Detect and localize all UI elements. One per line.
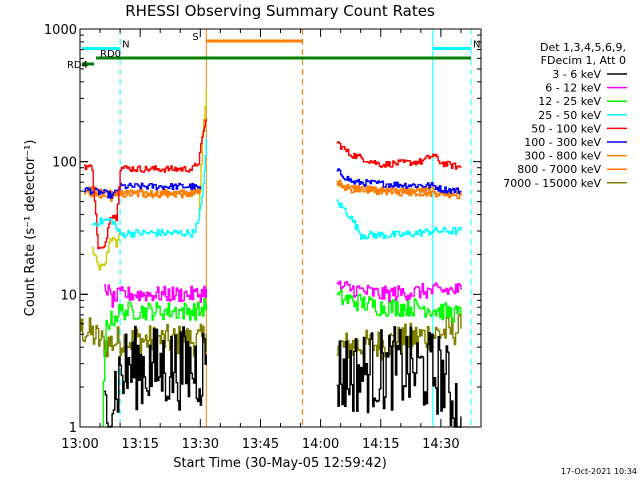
series-2-segment-0 [102,298,207,427]
legend-label-1: 6 - 12 keV [545,82,601,95]
legend: Det 1,3,4,5,6,9, FDecim 1, Att 0 3 - 6 k… [503,41,627,190]
legend-label-8: 7000 - 15000 keV [503,177,601,190]
flag-label-3: RD0 [100,49,121,60]
y-tick-label-3: 1000 [44,23,77,38]
series-0-segment-1 [336,326,462,428]
series-5-segment-0 [84,182,201,199]
series-2-segment-1 [336,289,462,323]
x-axis-label: Start Time (30-May-05 12:59:42) [173,456,387,471]
legend-label-3: 25 - 50 keV [538,109,601,122]
flag-label-2: N [473,40,480,51]
series-3-segment-1 [336,199,462,240]
series-1-segment-1 [336,280,462,303]
chart-title: RHESSI Observing Summary Count Rates [125,2,435,20]
y-tick-label-0: 1 [69,421,77,436]
legend-label-7: 800 - 7000 keV [517,163,601,176]
series-3-segment-0 [92,138,207,239]
flag-label-4: RD4 [67,60,88,71]
legend-header-line-1: Det 1,3,4,5,6,9, [540,41,626,54]
series-4-segment-0 [84,118,207,250]
series-6-segment-0 [84,188,201,202]
x-axis: 13:00 13:15 13:30 13:45 14:00 14:15 14:30 [61,29,482,452]
series-yellow-segment-0 [92,231,121,271]
legend-header-line-2: FDecim 1, Att 0 [541,54,626,67]
legend-label-6: 300 - 800 keV [524,150,601,163]
series-0-segment-0 [104,325,207,428]
legend-label-5: 100 - 300 keV [524,136,601,149]
y-axis: 1 10 100 1000 [44,23,481,436]
flag-label-1: S [192,32,198,43]
series-5-segment-1 [336,168,462,195]
legend-label-2: 12 - 25 keV [538,95,601,108]
series-1-segment-0 [104,284,207,308]
legend-label-4: 50 - 100 keV [531,122,601,135]
series-8-segment-1 [336,313,462,361]
x-tick-label-6: 14:30 [422,437,459,452]
y-tick-label-2: 100 [52,156,77,171]
x-tick-label-5: 14:15 [362,437,399,452]
flag-label-0: N [122,40,129,51]
legend-label-0: 3 - 6 keV [552,68,601,81]
x-tick-label-0: 13:00 [61,437,98,452]
series-6-segment-1 [336,179,462,197]
footer-date: 17-Oct-2021 10:34 [561,467,637,476]
x-tick-label-3: 13:45 [242,437,279,452]
y-axis-label: Count Rate (s⁻¹ detector⁻¹) [23,140,38,317]
y-tick-label-1: 10 [60,288,77,303]
x-tick-label-2: 13:30 [182,437,219,452]
series-4-segment-1 [336,141,462,170]
x-tick-label-4: 14:00 [302,437,339,452]
x-tick-label-1: 13:15 [121,437,158,452]
